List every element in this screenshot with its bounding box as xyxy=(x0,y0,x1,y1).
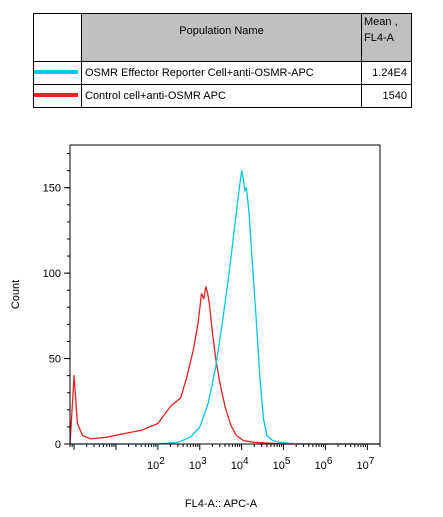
y-tick-label: 0 xyxy=(55,439,61,451)
legend-swatch-cell xyxy=(33,84,82,108)
y-tick-label: 50 xyxy=(49,354,61,366)
series-line xyxy=(70,169,380,445)
x-tick-label: 105 xyxy=(273,456,291,472)
plot-frame xyxy=(69,144,381,445)
x-tick-label: 102 xyxy=(147,456,165,472)
legend-swatch-red xyxy=(34,93,78,97)
legend-row: Control cell+anti-OSMR APC 1540 xyxy=(33,84,412,108)
y-axis-label: Count xyxy=(10,280,22,309)
legend-table: Population Name Mean , FL4-A OSMR Effect… xyxy=(33,13,412,108)
legend-swatch-cyan xyxy=(34,70,78,74)
legend-row-mean: 1.24E4 xyxy=(361,61,412,85)
mean-header-line2: FL4-A xyxy=(364,32,394,44)
axis-ticks: 0 50 100 150 102 103 104 105 106 107 xyxy=(43,153,381,472)
x-tick-label: 106 xyxy=(315,456,333,472)
legend-header-blank xyxy=(33,13,82,62)
x-axis-label: FL4-A:: APC-A xyxy=(185,498,258,510)
legend-row-name: Control cell+anti-OSMR APC xyxy=(81,84,362,108)
y-tick-label: 150 xyxy=(43,183,61,195)
mean-header: Mean , FL4-A xyxy=(361,13,412,62)
mean-header-line1: Mean , xyxy=(364,16,398,28)
series-lines xyxy=(69,169,380,445)
y-tick-label: 100 xyxy=(43,268,61,280)
legend-row: OSMR Effector Reporter Cell+anti-OSMR-AP… xyxy=(33,61,412,85)
legend-swatch-cell xyxy=(33,61,82,85)
x-tick-label: 107 xyxy=(356,456,374,472)
legend-row-mean: 1540 xyxy=(361,84,412,108)
x-tick-label: 103 xyxy=(189,456,207,472)
x-tick-label: 104 xyxy=(231,456,249,472)
series-line xyxy=(69,286,380,445)
